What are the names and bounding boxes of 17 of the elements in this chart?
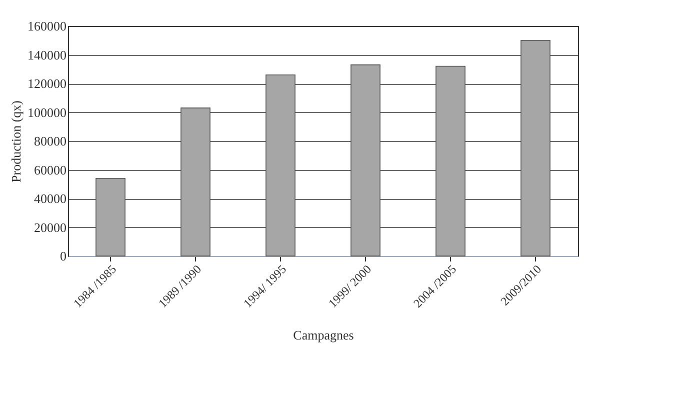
bar <box>266 74 296 256</box>
y-tick-label: 20000 <box>34 220 66 235</box>
bar <box>96 178 126 256</box>
y-tick-label: 120000 <box>28 76 66 91</box>
y-tick-label: 140000 <box>28 47 66 62</box>
y-tick-label: 100000 <box>28 104 66 120</box>
y-axis-title: Production (qx) <box>8 100 24 182</box>
bar <box>350 64 380 256</box>
bar <box>520 40 550 256</box>
bar <box>436 66 466 256</box>
bar <box>180 108 210 256</box>
y-tick-label: 0 <box>60 248 66 264</box>
y-tick-label: 80000 <box>34 134 66 148</box>
x-axis-title: Campagnes <box>293 328 354 343</box>
y-tick-label: 60000 <box>34 162 66 178</box>
y-tick-label: 40000 <box>34 191 66 206</box>
y-tick-label: 160000 <box>28 18 66 34</box>
